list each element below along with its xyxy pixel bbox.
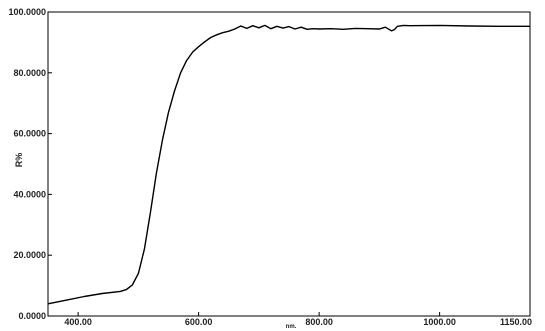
x-tick-label: 600.00 — [185, 317, 213, 327]
y-tick-label: 20.0000 — [13, 250, 46, 260]
plot-frame — [47, 11, 531, 317]
y-tick-label: 80.0000 — [13, 68, 46, 78]
series-group — [47, 24, 530, 305]
x-tick-label: 800.00 — [305, 317, 333, 327]
x-axis-label: nm. — [286, 324, 297, 330]
y-tick-label: 100.0000 — [8, 7, 46, 17]
y-axis-label: R% — [14, 153, 24, 168]
reflectance-series-line — [47, 24, 530, 305]
y-tick-label: 0.0000 — [18, 311, 46, 321]
y-axis: 0.0000 20.0000 40.0000 60.0000 80.0000 100.00… — [8, 7, 52, 321]
x-tick-label: 1000.00 — [423, 317, 456, 327]
x-axis: 400.00 600.00 800.00 1000.00 1150.00 — [64, 312, 532, 327]
y-tick-label: 60.0000 — [13, 129, 46, 139]
y-tick-label: 40.0000 — [13, 189, 46, 199]
x-tick-label: 1150.00 — [500, 317, 532, 327]
x-tick-label: 400.00 — [64, 317, 92, 327]
